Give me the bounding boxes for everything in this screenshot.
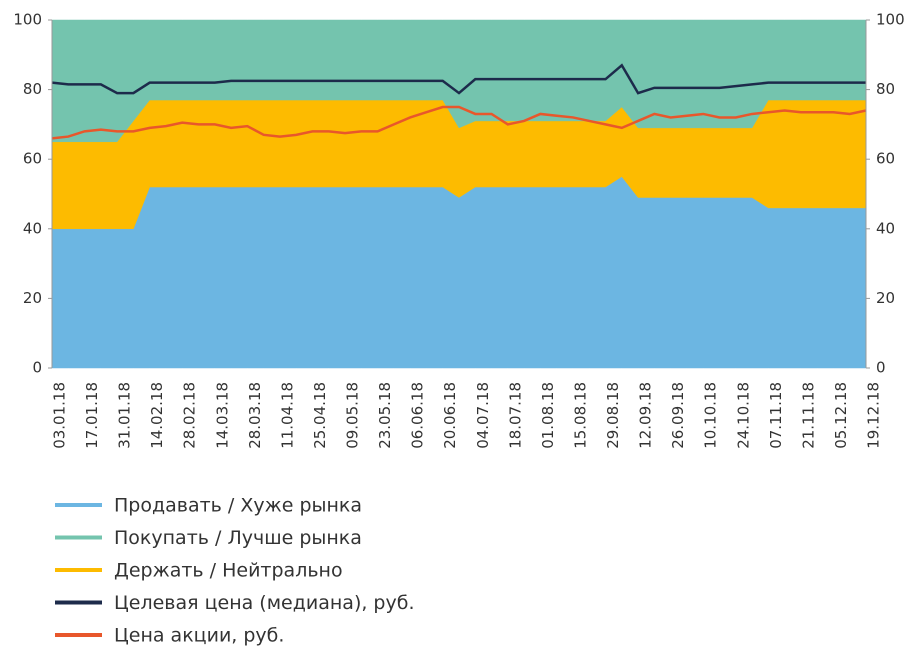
y2-tick-label: 100 bbox=[876, 11, 905, 29]
y-tick-label: 80 bbox=[23, 80, 42, 98]
x-tick-label: 14.02.18 bbox=[148, 382, 166, 449]
area bbox=[51, 176, 867, 369]
legend-label: Цена акции, руб. bbox=[114, 625, 284, 646]
y2-tick-label: 80 bbox=[876, 80, 895, 98]
y-tick-label: 100 bbox=[13, 11, 42, 29]
x-tick-label: 26.09.18 bbox=[669, 382, 687, 449]
line bbox=[51, 105, 867, 140]
y2-tick-label: 0 bbox=[876, 359, 886, 377]
y2-tick-label: 20 bbox=[876, 289, 895, 307]
x-tick-label: 24.10.18 bbox=[734, 382, 752, 449]
x-tick-label: 06.06.18 bbox=[409, 382, 427, 449]
x-tick-label: 17.01.18 bbox=[83, 382, 101, 449]
x-tick-label: 19.12.18 bbox=[865, 382, 883, 449]
x-tick-label: 10.10.18 bbox=[702, 382, 720, 449]
x-tick-label: 28.03.18 bbox=[246, 382, 264, 449]
y2-tick-label: 40 bbox=[876, 219, 895, 237]
x-tick-label: 28.02.18 bbox=[181, 382, 199, 449]
x-tick-label: 31.01.18 bbox=[116, 382, 134, 449]
x-tick-label: 01.08.18 bbox=[539, 382, 557, 449]
y-tick-label: 60 bbox=[23, 150, 42, 168]
x-tick-label: 29.08.18 bbox=[604, 382, 622, 449]
legend-label: Держать / Нейтрально bbox=[114, 560, 343, 582]
x-tick-label: 04.07.18 bbox=[474, 382, 492, 449]
x-tick-label: 07.11.18 bbox=[767, 382, 785, 449]
x-tick-label: 25.04.18 bbox=[311, 382, 329, 449]
x-tick-label: 18.07.18 bbox=[506, 382, 524, 449]
x-tick-label: 05.12.18 bbox=[832, 382, 850, 449]
legend-label: Целевая цена (медиана), руб. bbox=[114, 592, 415, 614]
x-tick-label: 09.05.18 bbox=[344, 382, 362, 449]
x-tick-label: 21.11.18 bbox=[799, 382, 817, 449]
line bbox=[51, 63, 866, 95]
x-tick-label: 03.01.18 bbox=[51, 382, 69, 449]
x-tick-label: 11.04.18 bbox=[278, 382, 296, 449]
x-tick-label: 14.03.18 bbox=[213, 382, 231, 449]
x-tick-label: 20.06.18 bbox=[441, 382, 459, 449]
y-tick-label: 0 bbox=[32, 359, 42, 377]
legend-label: Продавать / Хуже рынка bbox=[114, 495, 362, 517]
x-tick-label: 12.09.18 bbox=[637, 382, 655, 449]
x-tick-label: 15.08.18 bbox=[571, 382, 589, 449]
x-tick-label: 23.05.18 bbox=[376, 382, 394, 449]
y2-tick-label: 60 bbox=[876, 150, 895, 168]
y-tick-label: 40 bbox=[23, 219, 42, 237]
legend-label: Покупать / Лучше рынка bbox=[114, 527, 362, 549]
y-tick-label: 20 bbox=[23, 289, 42, 307]
